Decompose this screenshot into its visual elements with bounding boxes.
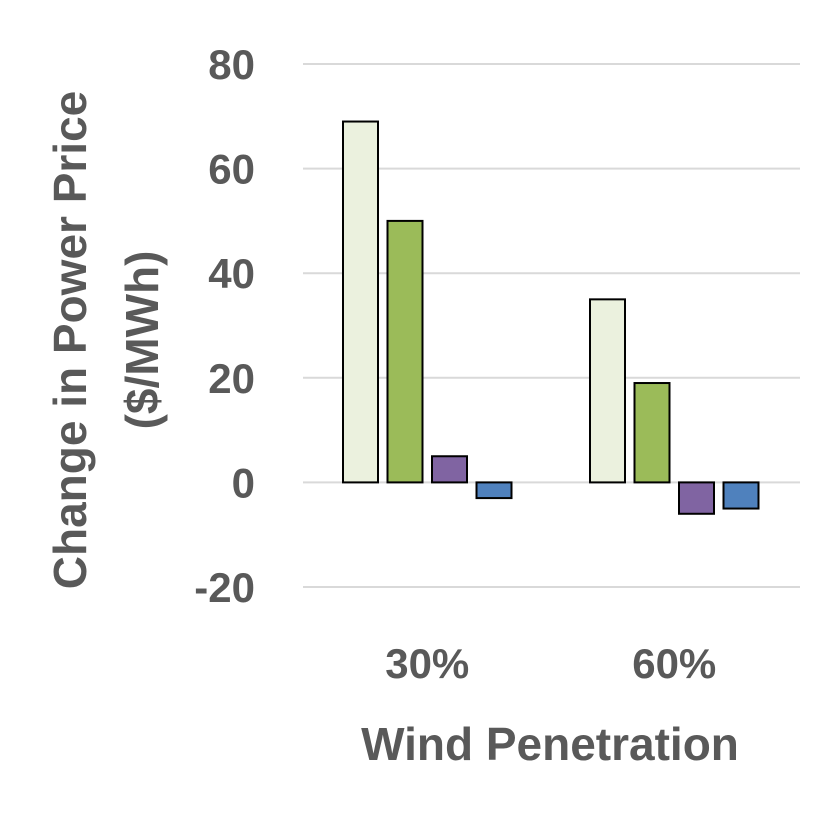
bar xyxy=(431,455,468,484)
y-tick-label: 40 xyxy=(208,250,255,297)
y-tick-labels: 80 60 40 20 0 -20 xyxy=(194,41,255,611)
bar xyxy=(633,382,671,484)
y-tick-label: 0 xyxy=(232,459,255,506)
bar xyxy=(589,298,626,484)
y-axis-label: Change in Power Price ($/MWh) xyxy=(44,91,168,589)
x-axis-label: Wind Penetration xyxy=(361,718,739,770)
bar xyxy=(386,219,424,484)
x-tick-labels: 30% 60% xyxy=(385,640,716,687)
bar xyxy=(342,120,379,484)
x-tick-label: 30% xyxy=(385,640,469,687)
gridlines xyxy=(303,63,800,588)
y-axis-label-line1: Change in Power Price xyxy=(44,91,96,589)
y-tick-label: 60 xyxy=(208,146,255,193)
y-tick-label: 80 xyxy=(208,41,255,88)
y-tick-label: 20 xyxy=(208,355,255,402)
bar xyxy=(475,481,513,500)
y-axis-label-line2: ($/MWh) xyxy=(116,251,168,430)
bar xyxy=(678,481,715,515)
bar xyxy=(722,481,760,510)
x-tick-label: 60% xyxy=(632,640,716,687)
bars xyxy=(342,120,760,515)
y-tick-label: -20 xyxy=(194,564,255,611)
